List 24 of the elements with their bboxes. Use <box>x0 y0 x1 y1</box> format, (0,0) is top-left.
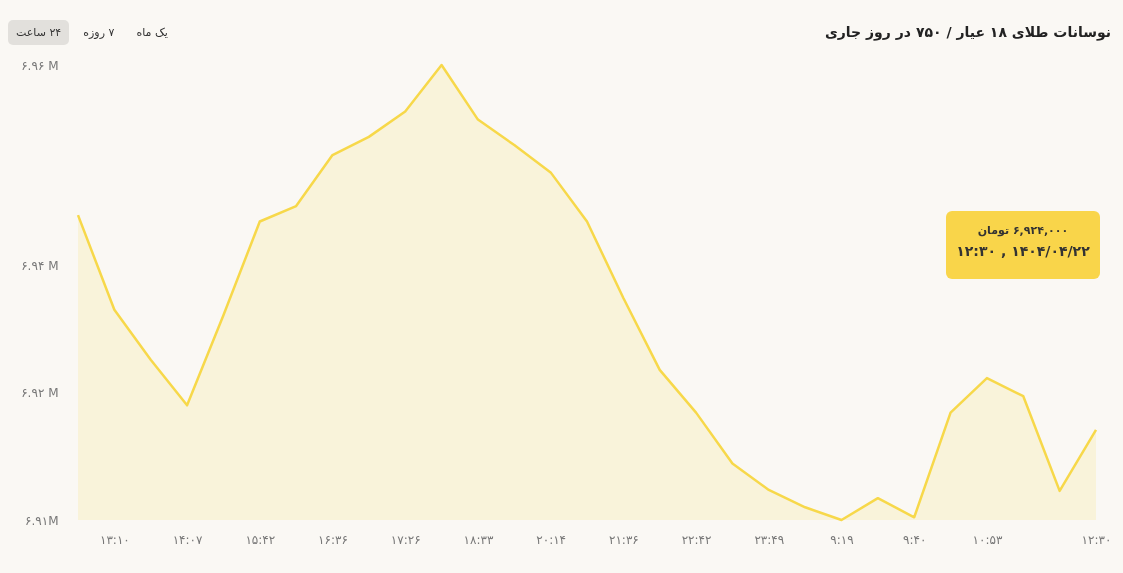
y-tick-label: ۶.۹۶ M <box>21 58 59 73</box>
text: ۷ روزه <box>82 25 116 41</box>
x-tick-label: ۱۷:۲۶ <box>390 532 421 547</box>
x-tick-label: ۱۶:۳۶ <box>318 532 348 547</box>
x-tick-label: ۲۱:۳۶ <box>608 532 639 547</box>
x-tick-label: ۱۲:۳۰ <box>1081 532 1112 547</box>
x-tick-label: ۹:۱۹ <box>830 532 854 547</box>
y-tick-label: ۶.۹۱M <box>24 513 59 528</box>
x-tick-label: ۲۳:۴۹ <box>754 532 785 547</box>
x-tick-label: ۹:۴۰ <box>903 532 927 547</box>
x-tick-label: ۱۰:۵۳ <box>972 532 1003 547</box>
text: ۲۴ ساعت <box>8 20 70 45</box>
x-tick-label: ۱۳:۱۰ <box>99 532 130 547</box>
text: یک ماه <box>135 25 169 41</box>
x-tick-label: ۱۵:۴۲ <box>245 532 276 547</box>
chart-title: نوسانات طلای ۱۸ عیار / ۷۵۰ در روز جاری <box>824 24 1111 40</box>
y-tick-label: ۶.۹۴ M <box>21 258 59 273</box>
x-tick-label: ۲۲:۴۲ <box>681 532 712 547</box>
x-tick-label: ۱۸:۳۳ <box>463 532 494 547</box>
x-tick-label: ۱۴:۰۷ <box>172 532 204 547</box>
annotation: ۱۴۰۴/۰۴/۲۲ , ۱۲:۳۰ <box>955 243 1091 259</box>
annotation: ۶,۹۲۴,۰۰۰ تومان <box>976 224 1070 237</box>
y-tick-label: ۶.۹۲ M <box>21 386 59 401</box>
x-tick-label: ۲۰:۱۴ <box>536 532 567 547</box>
